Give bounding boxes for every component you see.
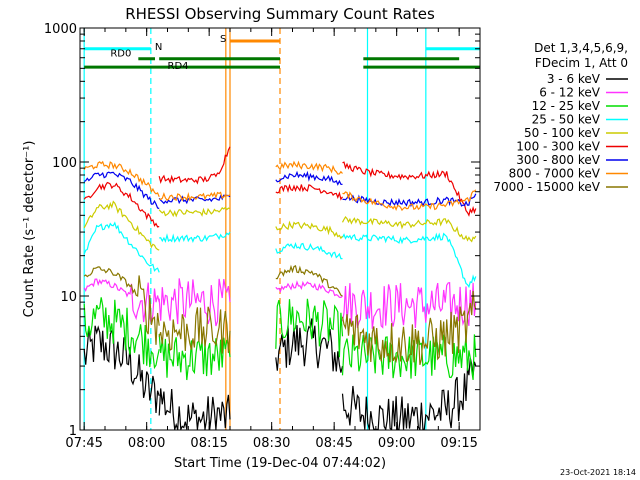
series-line bbox=[159, 191, 231, 202]
flag-label: S bbox=[220, 34, 226, 45]
series-line bbox=[159, 231, 231, 244]
series-100-300-kev bbox=[83, 146, 477, 228]
series-800-7000-kev bbox=[83, 160, 477, 212]
legend-header-line-2: FDecim 1, Att 0 bbox=[535, 56, 628, 70]
y-tick-label: 100 bbox=[52, 156, 77, 171]
series-line bbox=[341, 333, 477, 380]
series-line bbox=[341, 282, 477, 329]
series-line bbox=[275, 242, 343, 260]
x-tick-label: 09:00 bbox=[378, 436, 415, 451]
series-line bbox=[341, 290, 477, 366]
series-line bbox=[275, 160, 343, 175]
series-line bbox=[275, 183, 343, 201]
legend-label-300-800-kev: 300 - 800 keV bbox=[516, 153, 600, 167]
series-line bbox=[275, 264, 343, 297]
series-line bbox=[83, 278, 160, 325]
series-line bbox=[342, 189, 477, 212]
legend-label-6-12-kev: 6 - 12 keV bbox=[539, 86, 601, 100]
x-tick-label: 08:45 bbox=[315, 436, 352, 451]
flag-label: RD0 bbox=[110, 49, 131, 60]
series-line bbox=[341, 232, 477, 289]
y-axis: 1 10 100 1000 bbox=[44, 22, 480, 439]
y-tick-label: 1 bbox=[69, 424, 77, 439]
legend-label-800-7000-kev: 800 - 7000 keV bbox=[509, 167, 601, 181]
series-line bbox=[341, 216, 477, 243]
series-line bbox=[158, 334, 231, 381]
series-line bbox=[83, 171, 160, 210]
series-25-50-kev bbox=[83, 221, 477, 289]
x-tick-label: 08:15 bbox=[190, 436, 227, 451]
x-axis: 07:45 08:00 08:15 08:30 08:45 09:00 09:15 bbox=[65, 28, 481, 451]
series-line bbox=[83, 200, 160, 251]
series-12-25-kev bbox=[83, 297, 477, 381]
series-line bbox=[83, 297, 160, 370]
y-tick-label: 1000 bbox=[44, 22, 77, 37]
date-stamp: 23-Oct-2021 18:14 bbox=[560, 468, 636, 477]
series-3-6-kev bbox=[83, 318, 477, 430]
series-6-12-kev bbox=[83, 278, 477, 329]
legend-label-100-300-kev: 100 - 300 keV bbox=[516, 140, 600, 154]
x-tick-label: 08:00 bbox=[128, 436, 165, 451]
series-line bbox=[158, 278, 231, 327]
legend-label-3-6-kev: 3 - 6 keV bbox=[547, 72, 601, 86]
series-line bbox=[158, 146, 231, 185]
x-tick-label: 07:45 bbox=[65, 436, 102, 451]
series-line bbox=[342, 161, 477, 217]
series-line bbox=[275, 318, 344, 373]
series-line bbox=[341, 357, 477, 430]
plot-frame bbox=[79, 27, 481, 431]
annotation-layer: N S RD0 RD4 bbox=[83, 28, 480, 430]
y-tick-label: 10 bbox=[60, 290, 77, 305]
series-line bbox=[158, 388, 231, 430]
series-line bbox=[342, 193, 477, 208]
x-tick-label: 09:15 bbox=[440, 436, 477, 451]
legend-label-12-25-kev: 12 - 25 keV bbox=[532, 99, 601, 113]
y-axis-label: Count Rate (s⁻¹ detector⁻¹) bbox=[22, 141, 37, 318]
series-line bbox=[83, 160, 160, 198]
series-7000-15000-kev bbox=[83, 264, 477, 366]
legend-label-7000-15000-kev: 7000 - 15000 keV bbox=[493, 180, 600, 194]
flag-label: RD4 bbox=[168, 61, 189, 72]
series-line bbox=[275, 298, 344, 358]
series-line bbox=[275, 220, 343, 240]
flag-label: N bbox=[155, 42, 162, 53]
series-50-100-kev bbox=[83, 200, 477, 251]
legend: Det 1,3,4,5,6,9, FDecim 1, Att 0 3 - 6 k… bbox=[493, 41, 628, 194]
legend-label-25-50-kev: 25 - 50 keV bbox=[532, 113, 601, 127]
series-line bbox=[83, 221, 160, 273]
legend-label-50-100-kev: 50 - 100 keV bbox=[524, 126, 601, 140]
series-line bbox=[83, 325, 160, 414]
legend-header-line-1: Det 1,3,4,5,6,9, bbox=[534, 41, 628, 55]
x-tick-label: 08:30 bbox=[253, 436, 290, 451]
series-layer bbox=[83, 146, 477, 430]
series-line bbox=[83, 266, 160, 345]
series-line bbox=[275, 280, 343, 299]
series-line bbox=[275, 170, 343, 186]
x-axis-label: Start Time (19-Dec-04 07:44:02) bbox=[174, 456, 386, 471]
series-line bbox=[158, 206, 231, 218]
series-line bbox=[83, 181, 160, 228]
series-line bbox=[158, 306, 231, 354]
chart-title: RHESSI Observing Summary Count Rates bbox=[125, 5, 435, 23]
